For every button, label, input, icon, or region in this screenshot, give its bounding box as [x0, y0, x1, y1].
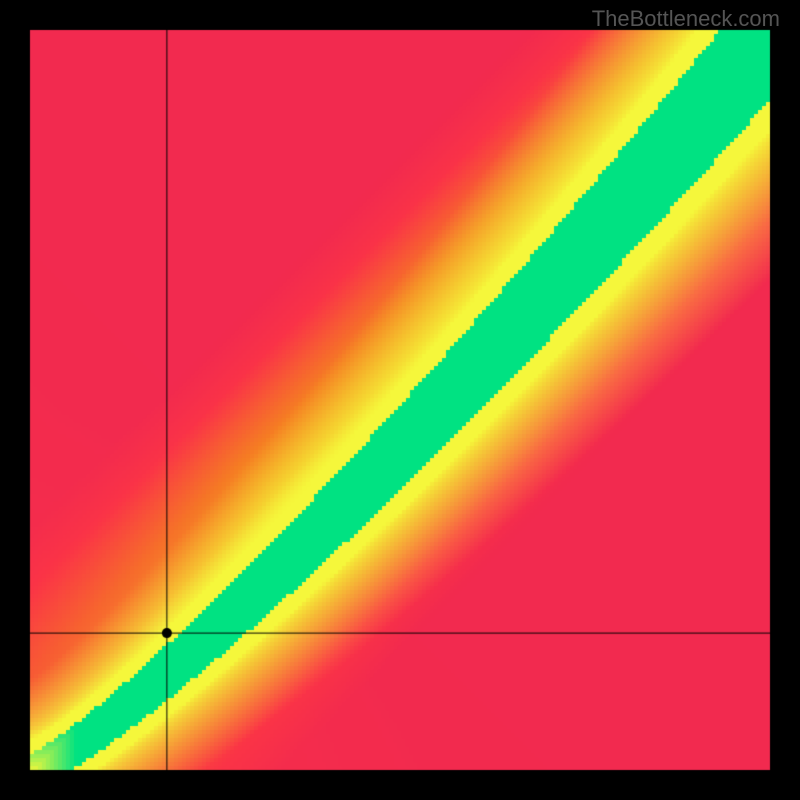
- heatmap-canvas: [0, 0, 800, 800]
- watermark-text: TheBottleneck.com: [592, 6, 780, 32]
- chart-container: TheBottleneck.com: [0, 0, 800, 800]
